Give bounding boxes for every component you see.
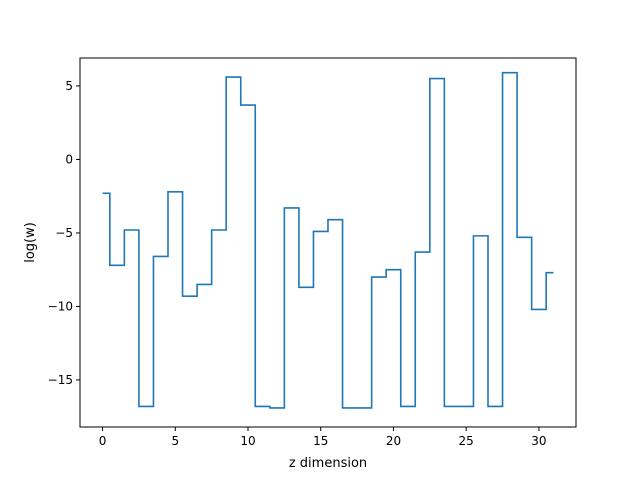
x-tick-label: 25 [459,434,474,448]
x-tick-label: 20 [386,434,401,448]
x-tick-label: 5 [171,434,179,448]
x-tick-label: 15 [313,434,328,448]
y-tick-label: −10 [48,299,73,313]
y-tick-label: 0 [65,152,73,166]
y-tick-label: −5 [55,226,73,240]
x-tick-label: 30 [531,434,546,448]
y-tick-label: 5 [65,79,73,93]
y-tick-label: −15 [48,373,73,387]
x-tick-label: 0 [99,434,107,448]
x-tick-label: 10 [240,434,255,448]
series-line-0 [102,71,554,409]
x-axis-label: z dimension [289,456,367,471]
y-axis-label: log(w) [23,222,38,263]
axes-frame [79,57,577,428]
